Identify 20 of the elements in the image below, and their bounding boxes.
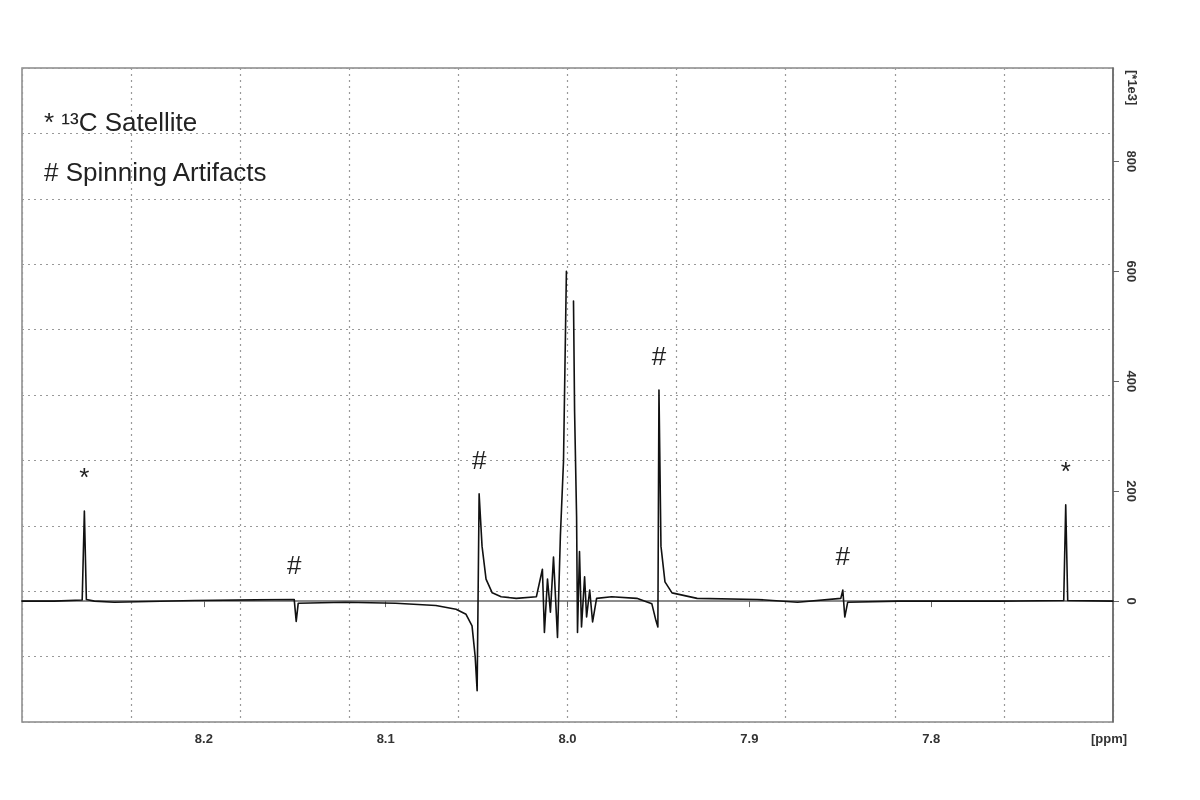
y-tick-label: 600 (1124, 260, 1139, 283)
y-tick-label: 400 (1124, 370, 1139, 393)
annotation: # (471, 444, 487, 475)
y-tick-label: 200 (1124, 480, 1139, 503)
y-tick-label: 800 (1124, 150, 1139, 173)
annotation: # (651, 341, 667, 372)
y-axis-title: [*1e3] (1124, 70, 1140, 106)
x-tick-label: 8.2 (194, 731, 213, 746)
x-axis-title: [ppm] (1090, 731, 1128, 746)
x-tick-label: 7.9 (740, 731, 759, 746)
annotation: # (286, 550, 302, 581)
y-tick-label: 0 (1124, 597, 1139, 605)
x-tick-label: 7.8 (922, 731, 941, 746)
annotation: # (835, 541, 851, 572)
annotation: * ¹³C Satellite (44, 107, 198, 137)
annotation: * (79, 461, 90, 492)
x-tick-label: 8.0 (558, 731, 577, 746)
annotation: * (1060, 455, 1071, 486)
annotation: # Spinning Artifacts (44, 157, 267, 187)
x-tick-label: 8.1 (376, 731, 395, 746)
